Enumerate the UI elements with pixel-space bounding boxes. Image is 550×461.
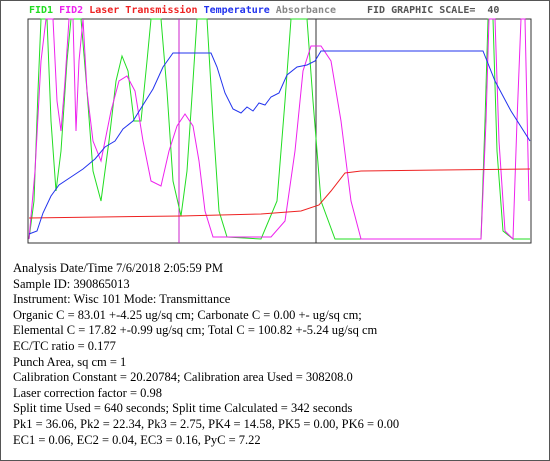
legend-entry: Laser Transmission bbox=[89, 5, 198, 16]
report-line: Instrument: Wisc 101 Mode: Transmittance bbox=[13, 292, 231, 307]
report-line: Pk1 = 36.06, Pk2 = 22.34, Pk3 = 2.75, PK… bbox=[13, 416, 400, 431]
report-line: Sample ID: 390865013 bbox=[13, 276, 130, 291]
report-line: Split time Used = 640 seconds; Split tim… bbox=[13, 401, 353, 416]
legend-entry: FID2 bbox=[59, 5, 84, 16]
report-line: Analysis Date/Time 7/6/2018 2:05:59 PM bbox=[13, 261, 223, 275]
report-line: Calibration Constant = 20.20784; Calibra… bbox=[13, 370, 353, 385]
report-line: EC1 = 0.06, EC2 = 0.04, EC3 = 0.16, PyC … bbox=[13, 432, 261, 447]
fid1-curve bbox=[28, 18, 530, 240]
report-line: EC/TC ratio = 0.177 bbox=[13, 338, 116, 353]
laser-curve bbox=[28, 168, 531, 219]
fid2-curve bbox=[28, 18, 530, 241]
legend-entry: Absorbance bbox=[275, 5, 337, 16]
legend: FID1 FID2 Laser Transmission Temperature Abs… bbox=[29, 5, 342, 16]
legend-entry: Temperature bbox=[203, 5, 270, 16]
scale-label: FID GRAPHIC SCALE= 40 bbox=[367, 5, 500, 16]
report-line: Punch Area, sq cm = 1 bbox=[13, 354, 127, 369]
thermogram bbox=[27, 18, 532, 244]
plot-frame bbox=[27, 18, 532, 244]
report-line: Organic C = 83.01 +-4.25 ug/sq cm; Carbo… bbox=[13, 307, 362, 322]
report-line: Elemental C = 17.82 +-0.99 ug/sq cm; Tot… bbox=[13, 323, 378, 338]
legend-entry: FID1 bbox=[29, 5, 54, 16]
temperature-curve bbox=[28, 50, 531, 235]
report: Analysis Date/Time 7/6/2018 2:05:59 PM Sa… bbox=[13, 261, 399, 448]
report-line: Laser correction factor = 0.98 bbox=[13, 385, 162, 400]
